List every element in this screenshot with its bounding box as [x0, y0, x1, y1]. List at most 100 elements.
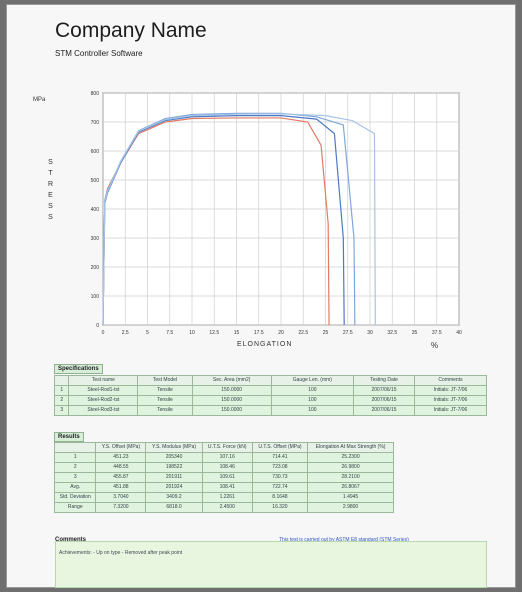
comments-title: Comments: [55, 537, 87, 543]
spec-header-mark: [53, 375, 70, 386]
results-cell: 2.9800: [307, 502, 394, 513]
spec-header-3: Gauge Len. (mm): [270, 375, 354, 386]
y-tick-label: 600: [91, 149, 100, 155]
comments-box: [55, 541, 487, 588]
x-tick-label: 40: [456, 330, 462, 336]
x-tick-label: 37.5: [432, 330, 442, 336]
results-label: Std. Deviation: [53, 492, 97, 503]
results-cell: 109.61: [201, 472, 253, 483]
y-tick-label: 300: [91, 236, 100, 242]
specifications-table: Test name Test Model Sec. Area (mm2) Gau…: [53, 375, 487, 416]
results-cell: 28.2100: [307, 472, 394, 483]
y-tick-label: 200: [91, 265, 100, 271]
results-cell: 26.9800: [307, 462, 394, 473]
x-tick-label: 27.5: [343, 330, 353, 336]
results-header-label: [53, 442, 97, 453]
results-cell: 201924: [145, 482, 203, 493]
spec-cell: Steel-Rod1-tst: [68, 385, 139, 396]
table-row: Std. Deviation 3.7040 3409.2 1.2261 8.1648 1.…: [53, 492, 394, 503]
software-name: STM Controller Software: [55, 49, 143, 58]
spec-header-5: Comments: [414, 375, 487, 386]
results-cell: 198522: [145, 462, 203, 473]
results-label: 1: [53, 452, 97, 463]
x-tick-label: 5: [146, 330, 149, 336]
spec-row-mark: 1: [53, 385, 70, 396]
spec-cell: 100: [270, 385, 354, 396]
results-label: 3: [53, 472, 97, 483]
x-tick-label: 0: [102, 330, 105, 336]
results-label: Range: [53, 502, 97, 513]
results-cell: 455.87: [95, 472, 147, 483]
results-label: 2: [53, 462, 97, 473]
results-header-2: U.T.S. Force (kN): [201, 442, 253, 453]
x-axis-label: ELONGATION: [237, 341, 293, 348]
results-title: Results: [54, 432, 84, 442]
results-cell: 16.320: [251, 502, 309, 513]
results-table: Y.S. Offset (MPa) Y.S. Modulus (MPa) U.T…: [53, 442, 394, 513]
results-cell: 730.73: [251, 472, 309, 483]
spec-cell: 2007/06/15: [352, 385, 416, 396]
chart-svg: 0 2.5 5 7.5 10 12.5 15 17.5 20 22.5 25 27.5 30 32.5 35…: [91, 91, 462, 336]
specifications-title: Specifications: [54, 364, 103, 374]
table-row: 1 451.23 205340 107.16 714.41 25.2300: [53, 452, 394, 463]
table-row: Avg. 451.88 201924 108.41 722.74 26.8067: [53, 482, 394, 493]
series-line-1: [102, 117, 330, 326]
table-row: 1 Steel-Rod1-tst Tensile 150.0000 100 20…: [53, 385, 487, 396]
spec-row-mark: 2: [53, 395, 70, 406]
results-cell: 6818.0: [145, 502, 203, 513]
results-cell: 7.3200: [95, 502, 147, 513]
results-cell: 205340: [145, 452, 203, 463]
y-tick-label: 700: [91, 120, 100, 126]
spec-cell: 2007/06/15: [352, 395, 416, 406]
spec-cell: 100: [270, 405, 354, 416]
results-cell: 2.4500: [201, 502, 253, 513]
stress-elongation-chart: MPa STRESS 0 2.5 5 7.5 10 12.5 15 17.5 20 22.5 25 2…: [27, 89, 467, 359]
results-header-3: U.T.S. Offset (MPa): [251, 442, 309, 453]
spec-cell: 150.0000: [191, 405, 272, 416]
y-tick-label: 0: [96, 323, 99, 329]
results-cell: 108.41: [201, 482, 253, 493]
spec-cell: Initials: JT-7/06: [414, 395, 487, 406]
results-cell: 722.74: [251, 482, 309, 493]
x-tick-label: 7.5: [166, 330, 173, 336]
company-name: Company Name: [55, 19, 207, 42]
y-axis-label: STRESS: [47, 159, 57, 221]
results-cell: 448.55: [95, 462, 147, 473]
results-label: Avg.: [53, 482, 97, 493]
results-cell: 108.46: [201, 462, 253, 473]
y-axis-unit: MPa: [33, 97, 46, 103]
results-cell: 25.2300: [307, 452, 394, 463]
comments-link[interactable]: This test is carried out by ASTM E8 stan…: [279, 537, 409, 543]
results-cell: 26.8067: [307, 482, 394, 493]
results-header-0: Y.S. Offset (MPa): [95, 442, 147, 453]
spec-header-4: Testing Date: [352, 375, 416, 386]
spec-cell: Initials: JT-7/06: [414, 405, 487, 416]
x-tick-label: 2.5: [122, 330, 129, 336]
spec-cell: Tensile: [137, 395, 193, 406]
report-page: Company Name STM Controller Software MPa…: [6, 4, 516, 588]
x-tick-label: 15: [234, 330, 240, 336]
results-cell: 107.16: [201, 452, 253, 463]
x-tick-label: 25: [323, 330, 329, 336]
results-cell: 1.4945: [307, 492, 394, 503]
x-tick-label: 20: [278, 330, 284, 336]
y-tick-label: 400: [91, 207, 100, 213]
results-cell: 8.1648: [251, 492, 309, 503]
x-tick-label: 30: [367, 330, 373, 336]
spec-cell: Tensile: [137, 405, 193, 416]
results-cell: 3409.2: [145, 492, 203, 503]
x-tick-label: 22.5: [298, 330, 308, 336]
series-line-4: [102, 113, 376, 326]
spec-cell: Steel-Rod3-tst: [68, 405, 139, 416]
results-header-4: Elongation At Max Strength (%): [307, 442, 394, 453]
table-row: 3 455.87 201911 109.61 730.73 28.2100: [53, 472, 394, 483]
x-tick-label: 32.5: [387, 330, 397, 336]
x-axis-unit: %: [431, 341, 439, 350]
comments-text: Achievements: - Up on type - Removed aft…: [59, 550, 183, 556]
results-cell: 201911: [145, 472, 203, 483]
results-cell: 723.08: [251, 462, 309, 473]
table-row: 2 Steel-Rod2-tst Tensile 150.0000 100 20…: [53, 395, 487, 406]
y-tick-label: 800: [91, 91, 100, 97]
spec-cell: 150.0000: [191, 395, 272, 406]
spec-row-mark: 3: [53, 405, 70, 416]
